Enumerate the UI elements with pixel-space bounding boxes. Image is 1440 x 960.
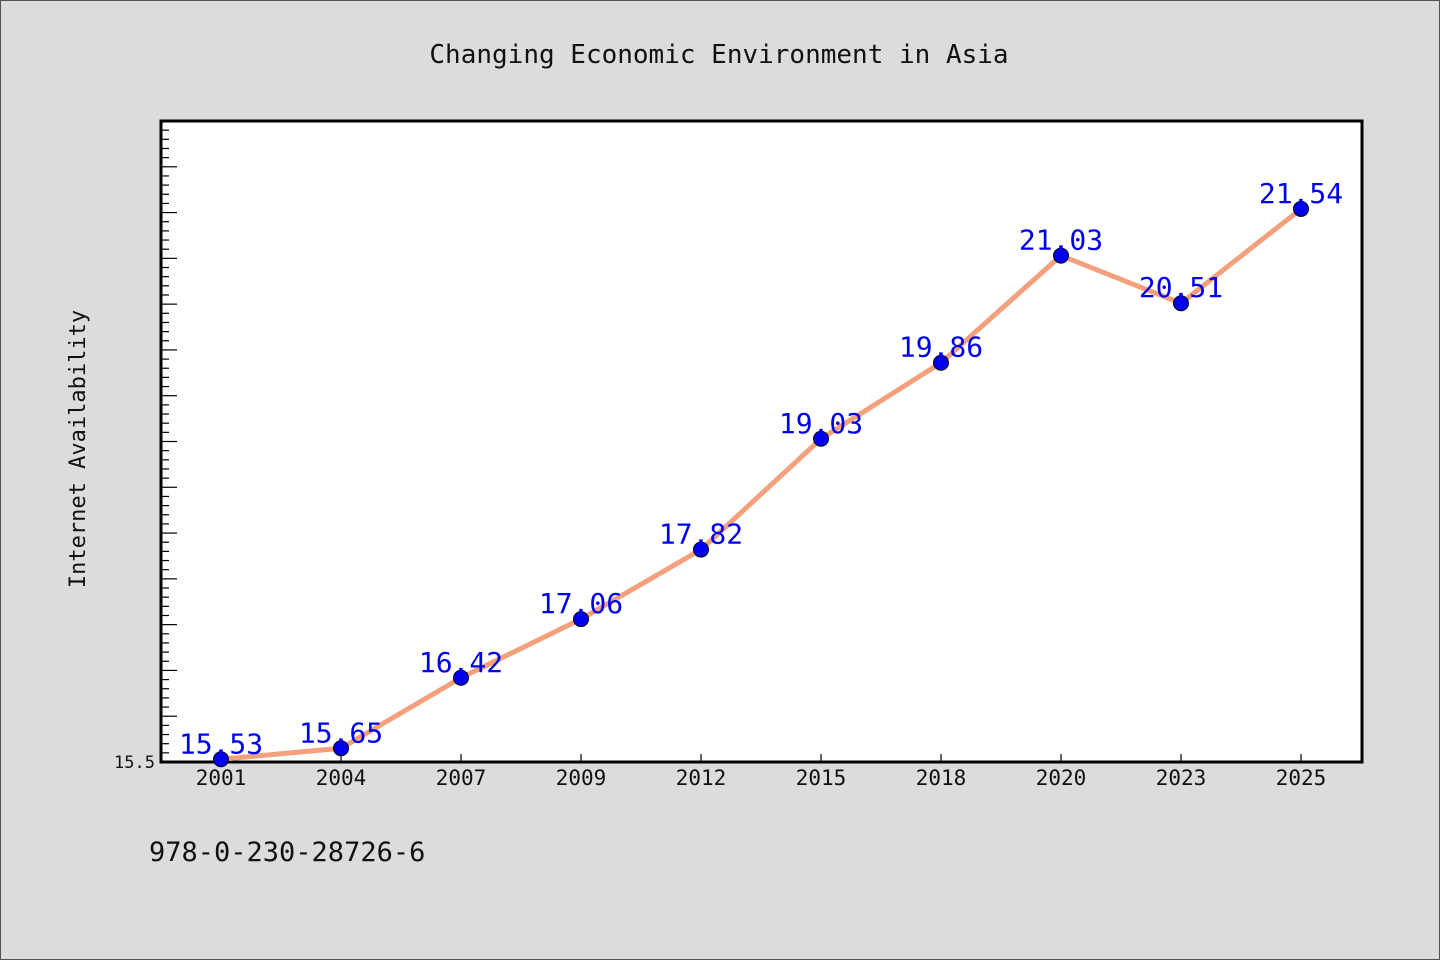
data-point [813,430,829,447]
data-label: 15.53 [179,727,263,760]
data-point [1293,200,1309,217]
data-label: 17.82 [659,518,743,551]
data-label: 16.42 [419,646,503,679]
x-tick-label: 2012 [676,766,727,790]
x-tick-label: 2018 [916,766,967,790]
y-axis-label: Internet Availability [66,310,91,588]
data-label: 17.06 [539,587,623,620]
y-axis-ticks: 15.5 [114,129,177,773]
x-tick-label: 2023 [1156,766,1207,790]
series-markers [213,200,1309,768]
data-point [1173,295,1189,312]
plot-area [159,119,1364,764]
data-label: 19.03 [779,407,863,440]
footnote-text: 978-0-230-28726-6 [149,837,426,868]
data-point [573,611,589,628]
x-tick-label: 2004 [316,766,367,790]
x-tick-label: 2001 [196,766,247,790]
x-tick-label: 2020 [1036,766,1087,790]
series-polyline [218,206,1304,762]
data-label: 15.65 [299,716,383,749]
series-line [218,206,1304,762]
data-point [1053,247,1069,264]
x-axis-ticks: 2001 2004 2007 2009 2012 2015 2018 2020 2023 2025 [196,754,1327,790]
data-label: 20.51 [1139,271,1223,304]
x-tick-label: 2015 [796,766,847,790]
x-tick-label: 2007 [436,766,487,790]
x-tick-label: 2025 [1276,766,1327,790]
data-point [213,751,229,768]
data-point [333,740,349,757]
x-tick-label: 2009 [556,766,607,790]
y-tick-label: 15.5 [114,753,155,773]
data-point [933,354,949,371]
data-point [453,669,469,686]
data-label: 19.86 [899,331,983,364]
data-labels: 15.53 15.65 16.42 17.06 17.82 19.03 19.86 21.03… [179,177,1343,760]
chart-title: Changing Economic Environment in Asia [429,40,1008,70]
data-point [693,541,709,558]
data-label: 21.54 [1259,177,1343,210]
data-label: 21.03 [1019,224,1103,257]
